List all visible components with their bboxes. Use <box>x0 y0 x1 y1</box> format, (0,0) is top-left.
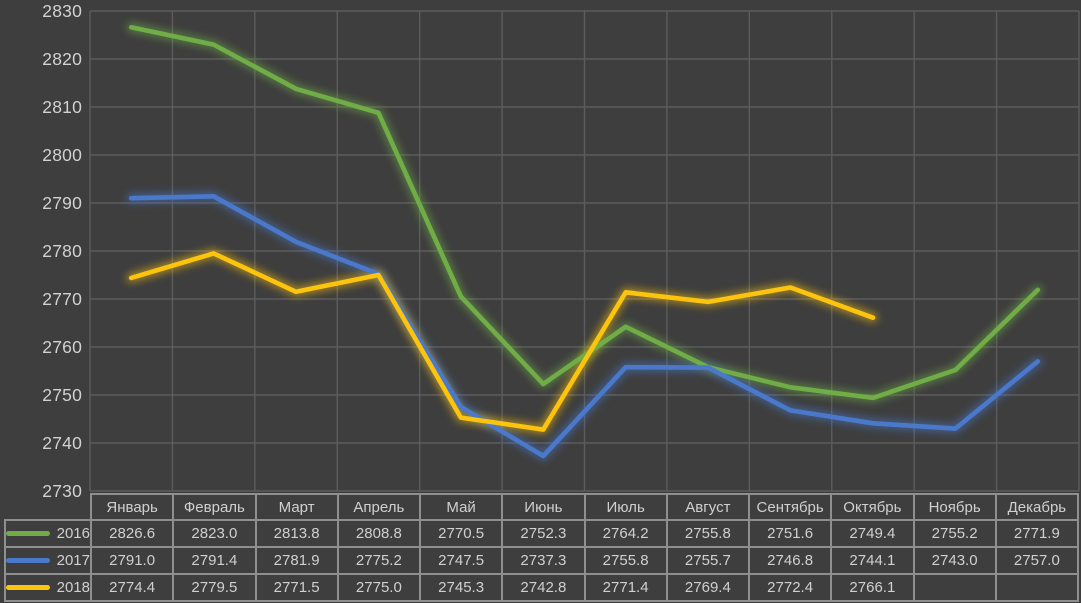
value-cell: 2757.0 <box>994 546 1080 575</box>
value-cell: 2755.7 <box>665 546 751 575</box>
y-axis-tick-label: 2760 <box>42 337 82 357</box>
value-cell: 2747.5 <box>418 546 504 575</box>
month-header-cell: Декабрь <box>994 493 1080 521</box>
series-name-label: 2018 <box>56 579 90 596</box>
legend-cell-2017: 2017 <box>4 546 92 575</box>
value-cell: 2743.0 <box>912 546 997 575</box>
series-name-label: 2016 <box>56 525 90 542</box>
value-cell: 2755.8 <box>583 546 668 575</box>
value-cell: 2775.2 <box>336 546 422 575</box>
table-row-2016: 2016 2826.6 2823.0 2813.8 2808.8 2770.5 2752.3… <box>4 519 1080 548</box>
y-axis-tick-label: 2800 <box>42 145 82 165</box>
value-cell <box>994 573 1080 602</box>
table-row-2017: 2017 2791.0 2791.4 2781.9 2775.2 2747.5 2737.3… <box>4 546 1080 575</box>
value-cell: 2771.9 <box>994 519 1080 548</box>
legend-key-icon <box>7 558 50 563</box>
value-cell: 2826.6 <box>89 519 175 548</box>
line-chart-plot-area <box>89 10 1080 492</box>
y-axis-tick-label: 2790 <box>42 193 82 213</box>
value-cell: 2813.8 <box>254 519 339 548</box>
value-cell: 2737.3 <box>501 546 586 575</box>
month-header-cell: Сентябрь <box>747 493 833 521</box>
value-cell: 2755.2 <box>912 519 997 548</box>
y-axis-tick-label: 2770 <box>42 289 82 309</box>
value-cell: 2771.5 <box>254 573 339 602</box>
value-cell: 2781.9 <box>254 546 339 575</box>
series-line-2017 <box>128 194 1041 459</box>
month-header-cell: Июнь <box>501 493 586 521</box>
value-cell: 2775.0 <box>336 573 422 602</box>
series-lines-layer <box>128 24 1041 459</box>
value-cell: 2755.8 <box>665 519 751 548</box>
month-header-cell: Январь <box>89 493 175 521</box>
month-header-cell: Март <box>254 493 339 521</box>
y-axis-tick-label: 2740 <box>42 433 82 453</box>
value-cell <box>912 573 997 602</box>
legend-cell-2018: 2018 <box>4 573 92 602</box>
month-header-cell: Июль <box>583 493 668 521</box>
month-header-cell: Август <box>665 493 751 521</box>
table-header-row: Январь Февраль Март Апрель Май Июнь Июль Август… <box>5 493 1080 521</box>
y-axis-tick-label: 2820 <box>42 49 82 69</box>
value-cell: 2791.0 <box>89 546 175 575</box>
series-name-label: 2017 <box>56 552 90 569</box>
month-header-cell: Апрель <box>336 493 422 521</box>
value-cell: 2774.4 <box>89 573 175 602</box>
value-cell: 2744.1 <box>830 546 915 575</box>
value-cell: 2749.4 <box>830 519 915 548</box>
value-cell: 2764.2 <box>583 519 668 548</box>
month-header-cell: Февраль <box>172 493 257 521</box>
y-axis-tick-label: 2830 <box>42 1 82 21</box>
legend-key-icon <box>7 585 50 590</box>
value-cell: 2779.5 <box>172 573 257 602</box>
value-cell: 2771.4 <box>583 573 668 602</box>
table-row-2018: 2018 2774.4 2779.5 2771.5 2775.0 2745.3 2742.8… <box>4 573 1080 602</box>
table-corner-cell <box>5 494 91 520</box>
value-cell: 2752.3 <box>501 519 586 548</box>
y-axis-tick-label: 2730 <box>42 481 82 501</box>
legend-key-icon <box>7 531 50 536</box>
chart-data-table: Январь Февраль Март Апрель Май Июнь Июль Август… <box>4 493 1080 602</box>
value-cell: 2766.1 <box>830 573 915 602</box>
legend-cell-2016: 2016 <box>4 519 92 548</box>
month-header-cell: Ноябрь <box>912 493 997 521</box>
series-line-2018 <box>128 251 876 432</box>
series-line-2016 <box>128 24 1041 401</box>
y-axis-tick-label: 2780 <box>42 241 82 261</box>
value-cell: 2742.8 <box>501 573 586 602</box>
value-cell: 2772.4 <box>747 573 833 602</box>
value-cell: 2823.0 <box>172 519 257 548</box>
y-axis-tick-label: 2810 <box>42 97 82 117</box>
value-cell: 2746.8 <box>747 546 833 575</box>
value-cell: 2791.4 <box>172 546 257 575</box>
y-axis-tick-label: 2750 <box>42 385 82 405</box>
chart-gridlines <box>89 10 1080 492</box>
value-cell: 2769.4 <box>665 573 751 602</box>
value-cell: 2751.6 <box>747 519 833 548</box>
month-header-cell: Октябрь <box>830 493 915 521</box>
value-cell: 2770.5 <box>418 519 504 548</box>
month-header-cell: Май <box>418 493 504 521</box>
value-cell: 2808.8 <box>336 519 422 548</box>
value-cell: 2745.3 <box>418 573 504 602</box>
